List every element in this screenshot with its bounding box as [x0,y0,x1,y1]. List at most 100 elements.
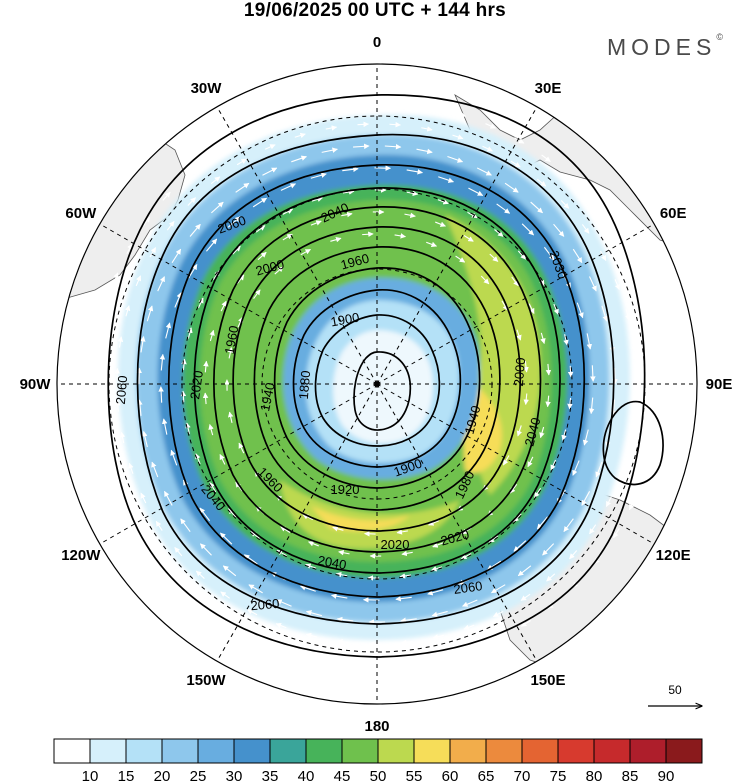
colorbar-tick-label: 10 [82,768,99,782]
wind-vector [155,520,163,531]
wind-vector [163,490,173,506]
colorbar-tick-label: 40 [298,768,315,782]
contour-2020 [167,164,586,598]
wind-vector [589,524,597,535]
wind-vector [567,397,573,410]
longitude-label: 150W [186,672,226,689]
wind-vector [257,251,267,261]
wind-vector [513,513,522,523]
wind-vector [300,248,311,256]
wind-vector [610,399,617,417]
wind-vector [588,276,597,292]
wind-vector [608,223,616,234]
wind-vector [337,638,349,645]
wind-vector [220,532,233,545]
wind-vector [308,541,319,547]
wind-vector [396,529,409,535]
wind-vector [208,423,214,436]
contour-label: 1920 [331,482,360,497]
wind-vector [341,211,353,218]
wind-vector [187,327,193,339]
wind-vector [174,292,182,308]
wind-vector [543,246,555,261]
wind-vector [206,238,218,252]
wind-vector [184,169,194,178]
wind-vector [130,520,137,532]
svg-text:2020: 2020 [381,537,410,552]
wind-vector [437,199,449,205]
wind-vector [180,390,187,403]
wind-vector [294,132,306,139]
wind-vector [530,201,543,214]
wind-vector [631,340,638,353]
contour-label: 2000 [254,257,286,279]
wind-vector [546,573,556,582]
wind-vector [389,121,402,128]
wind-vector [275,622,287,629]
colorbar-swatch [449,738,487,764]
longitude-label: 120W [61,547,101,564]
wind-vector [272,645,284,651]
wind-vector [489,253,499,262]
wind-vector [135,275,142,287]
wind-vector [426,241,437,247]
wind-vector [195,453,201,465]
wind-vector [97,430,103,442]
colorbar-swatch [269,738,307,764]
wind-vector [541,154,551,162]
wind-vector [435,221,446,227]
wind-vector [140,492,147,504]
longitude-label: 30W [191,80,223,97]
wind-vector [220,591,230,599]
wind-vector [243,554,258,565]
speed-band-60-south [310,505,410,532]
speed-band-55-south [280,480,460,549]
longitude-label: 120E [656,547,691,564]
graticule [57,64,697,704]
wind-vector [197,297,204,309]
svg-text:2060: 2060 [250,596,280,613]
wind-vector [462,599,478,607]
wind-vector [654,406,661,419]
wind-vector [463,235,474,242]
wind-vector [219,454,226,465]
wind-vector [159,353,166,371]
svg-text:1880: 1880 [296,370,313,400]
wind-vector [523,361,529,373]
wind-vector [509,483,518,494]
wind-vector [406,169,423,175]
colorbar-tick-label: 90 [658,768,675,782]
meridian-line [376,223,655,385]
wind-vector [327,102,339,109]
wind-vector [586,333,593,350]
wind-vector [560,200,570,209]
wind-vector [638,280,644,292]
longitude-label: 60W [65,205,97,222]
wind-vector [641,469,647,481]
wind-vector [563,518,574,533]
wind-vector [625,309,631,321]
wind-vector [128,462,134,474]
wind-vector [236,274,245,285]
wind-vector [527,456,534,468]
wind-vector [311,196,323,202]
wind-vector [310,172,327,179]
wind-vector [520,620,532,627]
colorbar-tick-label: 20 [154,768,171,782]
wind-vector [517,565,532,577]
wind-vector [335,571,348,578]
contour-label: 2040 [522,416,544,448]
wind-vector [595,461,603,478]
wind-vector [447,156,464,163]
wind-vector [136,367,142,385]
wind-vector [227,411,234,423]
svg-text:1960: 1960 [222,324,242,355]
wind-vector [432,542,444,548]
wind-vector [200,543,212,556]
wind-vector [566,174,576,184]
wind-vector [162,191,171,201]
wind-vector [438,176,454,183]
contour-label: 2020 [381,537,410,552]
colorbar-tick-label: 80 [586,768,603,782]
wind-vector [302,514,313,521]
